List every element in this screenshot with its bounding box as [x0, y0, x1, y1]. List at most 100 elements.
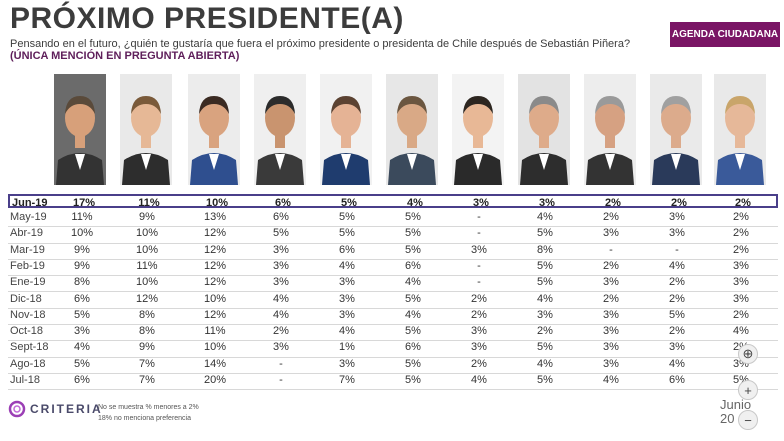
zoom-in-button[interactable]: + [738, 380, 758, 400]
table-cell: 4% [405, 308, 421, 321]
table-cell: 5% [405, 243, 421, 256]
table-cell: 10% [203, 341, 227, 354]
table-cell: 5% [405, 211, 421, 223]
table-cell: 3% [273, 259, 289, 272]
table-cell: 6% [339, 243, 355, 256]
table-cell: 5% [273, 227, 289, 240]
table-cell: 3% [603, 227, 619, 240]
table-cell: 9% [74, 259, 90, 272]
candidate-photo [386, 74, 438, 185]
table-cell: - [279, 374, 283, 386]
table-cell: 2% [671, 197, 687, 209]
row-month-label: May-19 [10, 211, 47, 223]
table-cell: 1% [339, 341, 355, 354]
table-cell: 4% [733, 325, 749, 338]
row-month-label: Abr-19 [10, 227, 44, 240]
table-cell: 10% [205, 197, 229, 209]
person-photo-icon [650, 74, 702, 185]
person-photo-icon [518, 74, 570, 185]
row-month-label: Dic-18 [10, 292, 42, 305]
table-cell: 8% [139, 325, 155, 338]
table-cell: 4% [537, 211, 553, 223]
table-cell: 3% [273, 341, 289, 354]
table-cell: 3% [603, 357, 619, 370]
table-cell: 5% [537, 227, 553, 240]
table-row: Dic-18 6% 12% 10% 4% 3% 5% 2% 4% 2% 2% 3% [8, 292, 778, 309]
table-cell: 3% [603, 276, 619, 289]
candidate-photo [120, 74, 172, 185]
table-cell: - [477, 211, 481, 223]
table-row: Nov-18 5% 8% 12% 4% 3% 4% 2% 3% 3% 5% 2% [8, 308, 778, 326]
agenda-ciudadana-badge: AGENDA CIUDADANA [670, 22, 780, 47]
table-cell: 4% [339, 325, 355, 338]
table-cell: 3% [339, 276, 355, 289]
question-note: (ÚNICA MENCIÓN EN PREGUNTA ABIERTA) [10, 50, 240, 62]
page-title: PRÓXIMO PRESIDENTE(A) [10, 2, 404, 35]
table-cell: 8% [537, 243, 553, 256]
row-month-label: Jul-18 [10, 374, 40, 386]
table-cell: 3% [471, 325, 487, 338]
zoom-out-button[interactable]: − [738, 410, 758, 430]
table-cell: 3% [669, 211, 685, 223]
table-cell: 2% [733, 308, 749, 321]
footnote-no-preference: 18% no menciona preferencia [98, 415, 192, 422]
table-cell: 5% [405, 374, 421, 386]
table-cell: 6% [669, 374, 685, 386]
table-cell: 4% [603, 374, 619, 386]
table-cell: 4% [669, 357, 685, 370]
table-cell: 9% [74, 243, 90, 256]
table-cell: 4% [273, 292, 289, 305]
table-cell: 2% [603, 259, 619, 272]
table-cell: 4% [339, 259, 355, 272]
table-cell: 2% [735, 197, 751, 209]
table-cell: 5% [405, 325, 421, 338]
row-month-label: Nov-18 [10, 308, 46, 321]
table-cell: 3% [273, 276, 289, 289]
table-cell: 10% [135, 276, 159, 289]
table-cell: 2% [273, 325, 289, 338]
table-cell: 3% [603, 341, 619, 354]
table-cell: 5% [405, 292, 421, 305]
table-cell: 4% [669, 259, 685, 272]
table-cell: 3% [539, 197, 555, 209]
candidate-photo [584, 74, 636, 185]
zoom-fit-button[interactable]: ⊕ [738, 344, 758, 364]
table-cell: 4% [405, 276, 421, 289]
table-cell: 12% [203, 308, 227, 321]
table-cell: 5% [669, 308, 685, 321]
table-cell: 4% [273, 308, 289, 321]
table-cell: 3% [339, 308, 355, 321]
table-cell: 2% [603, 211, 619, 223]
table-cell: 3% [733, 276, 749, 289]
table-cell: 4% [74, 341, 90, 354]
table-cell: 2% [471, 357, 487, 370]
table-cell: 5% [405, 227, 421, 240]
table-cell: 3% [473, 197, 489, 209]
table-cell: 6% [74, 292, 90, 305]
table-row: Sept-184%9%10%3%1%6%3%5%3%3%2% [8, 340, 778, 358]
table-cell: 20% [203, 374, 227, 386]
table-cell: - [279, 357, 283, 370]
person-photo-icon [714, 74, 766, 185]
table-cell: 5% [405, 357, 421, 370]
row-month-label: Ene-19 [10, 276, 46, 289]
table-cell: 3% [669, 227, 685, 240]
table-cell: 2% [605, 197, 621, 209]
table-cell: 3% [733, 259, 749, 272]
person-photo-icon [584, 74, 636, 185]
table-cell: 9% [139, 211, 155, 223]
table-cell: 3% [603, 308, 619, 321]
table-cell: - [477, 259, 481, 272]
table-cell: 13% [203, 211, 227, 223]
table-cell: 3% [669, 341, 685, 354]
row-month-label: Jun-19 [12, 197, 48, 209]
table-cell: 6% [405, 259, 421, 272]
table-cell: 2% [603, 292, 619, 305]
table-cell: 5% [339, 227, 355, 240]
table-row: Ago-18 5% 7% 14% -3% 5% 2% 4% 3% 4% 3% [8, 357, 778, 374]
table-cell: 4% [537, 357, 553, 370]
table-cell: 5% [537, 374, 553, 386]
table-cell: 3% [339, 292, 355, 305]
person-photo-icon [452, 74, 504, 185]
row-month-label: Feb-19 [10, 259, 45, 272]
